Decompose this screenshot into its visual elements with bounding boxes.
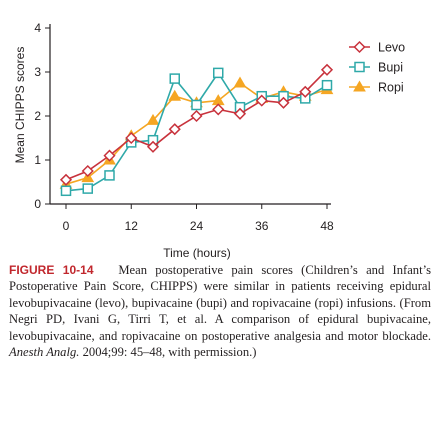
- x-axis-ticks: 0 12 24 36 48: [63, 204, 334, 233]
- data-point-levo: [255, 94, 268, 107]
- caption-text-end: 2004;99: 45–48, with permission.): [82, 345, 257, 360]
- data-point-levo: [320, 63, 334, 76]
- data-point-bupi: [104, 170, 115, 181]
- data-point-levo: [168, 123, 181, 136]
- data-point-levo: [190, 109, 203, 123]
- y-tick-label: 1: [34, 153, 41, 167]
- chart-axes: [49, 24, 331, 205]
- data-point-bupi: [169, 73, 180, 84]
- caption-journal: Anesth Analg.: [9, 345, 80, 360]
- y-tick-label: 4: [34, 21, 41, 35]
- legend-label: Levo: [378, 41, 405, 55]
- figure-caption: FIGURE 10-14 Mean postoperative pain sco…: [9, 262, 431, 360]
- figure-label: FIGURE 10-14: [9, 263, 94, 277]
- data-point-ropi: [168, 89, 182, 101]
- y-tick-label: 2: [34, 109, 41, 123]
- legend-label: Ropi: [378, 81, 404, 95]
- data-point-levo: [81, 164, 94, 178]
- x-tick-label: 48: [320, 219, 334, 233]
- y-tick-label: 0: [34, 197, 41, 211]
- series-levo: [59, 63, 334, 186]
- x-tick-label: 12: [125, 219, 139, 233]
- data-point-bupi: [60, 185, 72, 197]
- data-point-levo: [103, 149, 116, 162]
- legend-item-bupi: Bupi: [349, 61, 403, 75]
- data-point-levo: [212, 103, 225, 116]
- data-point-bupi: [213, 67, 224, 79]
- y-axis-label: Mean CHIPPS scores: [13, 47, 27, 164]
- caption-text: Mean postoperative pain scores (Children…: [9, 263, 432, 343]
- data-point-levo: [125, 131, 138, 145]
- series-ropi: [59, 76, 334, 189]
- legend-label: Bupi: [378, 61, 403, 75]
- series-bupi: [60, 67, 333, 197]
- chart-series: [59, 63, 334, 197]
- chart-legend: Levo Bupi Ropi: [349, 41, 405, 95]
- data-point-levo: [59, 173, 73, 186]
- legend-marker: [353, 40, 366, 54]
- legend-marker: [354, 61, 365, 73]
- data-point-bupi: [321, 79, 333, 91]
- data-point-ropi: [233, 76, 247, 88]
- data-point-levo: [146, 140, 160, 153]
- data-point-levo: [233, 107, 247, 120]
- y-tick-label: 3: [34, 65, 41, 79]
- data-point-levo: [299, 85, 312, 98]
- legend-item-levo: Levo: [349, 41, 405, 55]
- legend-item-ropi: Ropi: [349, 81, 404, 95]
- x-tick-label: 24: [190, 219, 204, 233]
- data-point-ropi: [146, 113, 160, 125]
- data-point-bupi: [82, 183, 93, 194]
- x-axis-label: Time (hours): [163, 246, 231, 260]
- x-tick-label: 0: [63, 219, 70, 233]
- data-point-levo: [277, 96, 290, 109]
- y-axis-ticks: 0 1 2 3 4: [34, 21, 50, 211]
- x-tick-label: 36: [255, 219, 269, 233]
- legend-marker: [353, 80, 366, 92]
- data-point-bupi: [191, 99, 202, 111]
